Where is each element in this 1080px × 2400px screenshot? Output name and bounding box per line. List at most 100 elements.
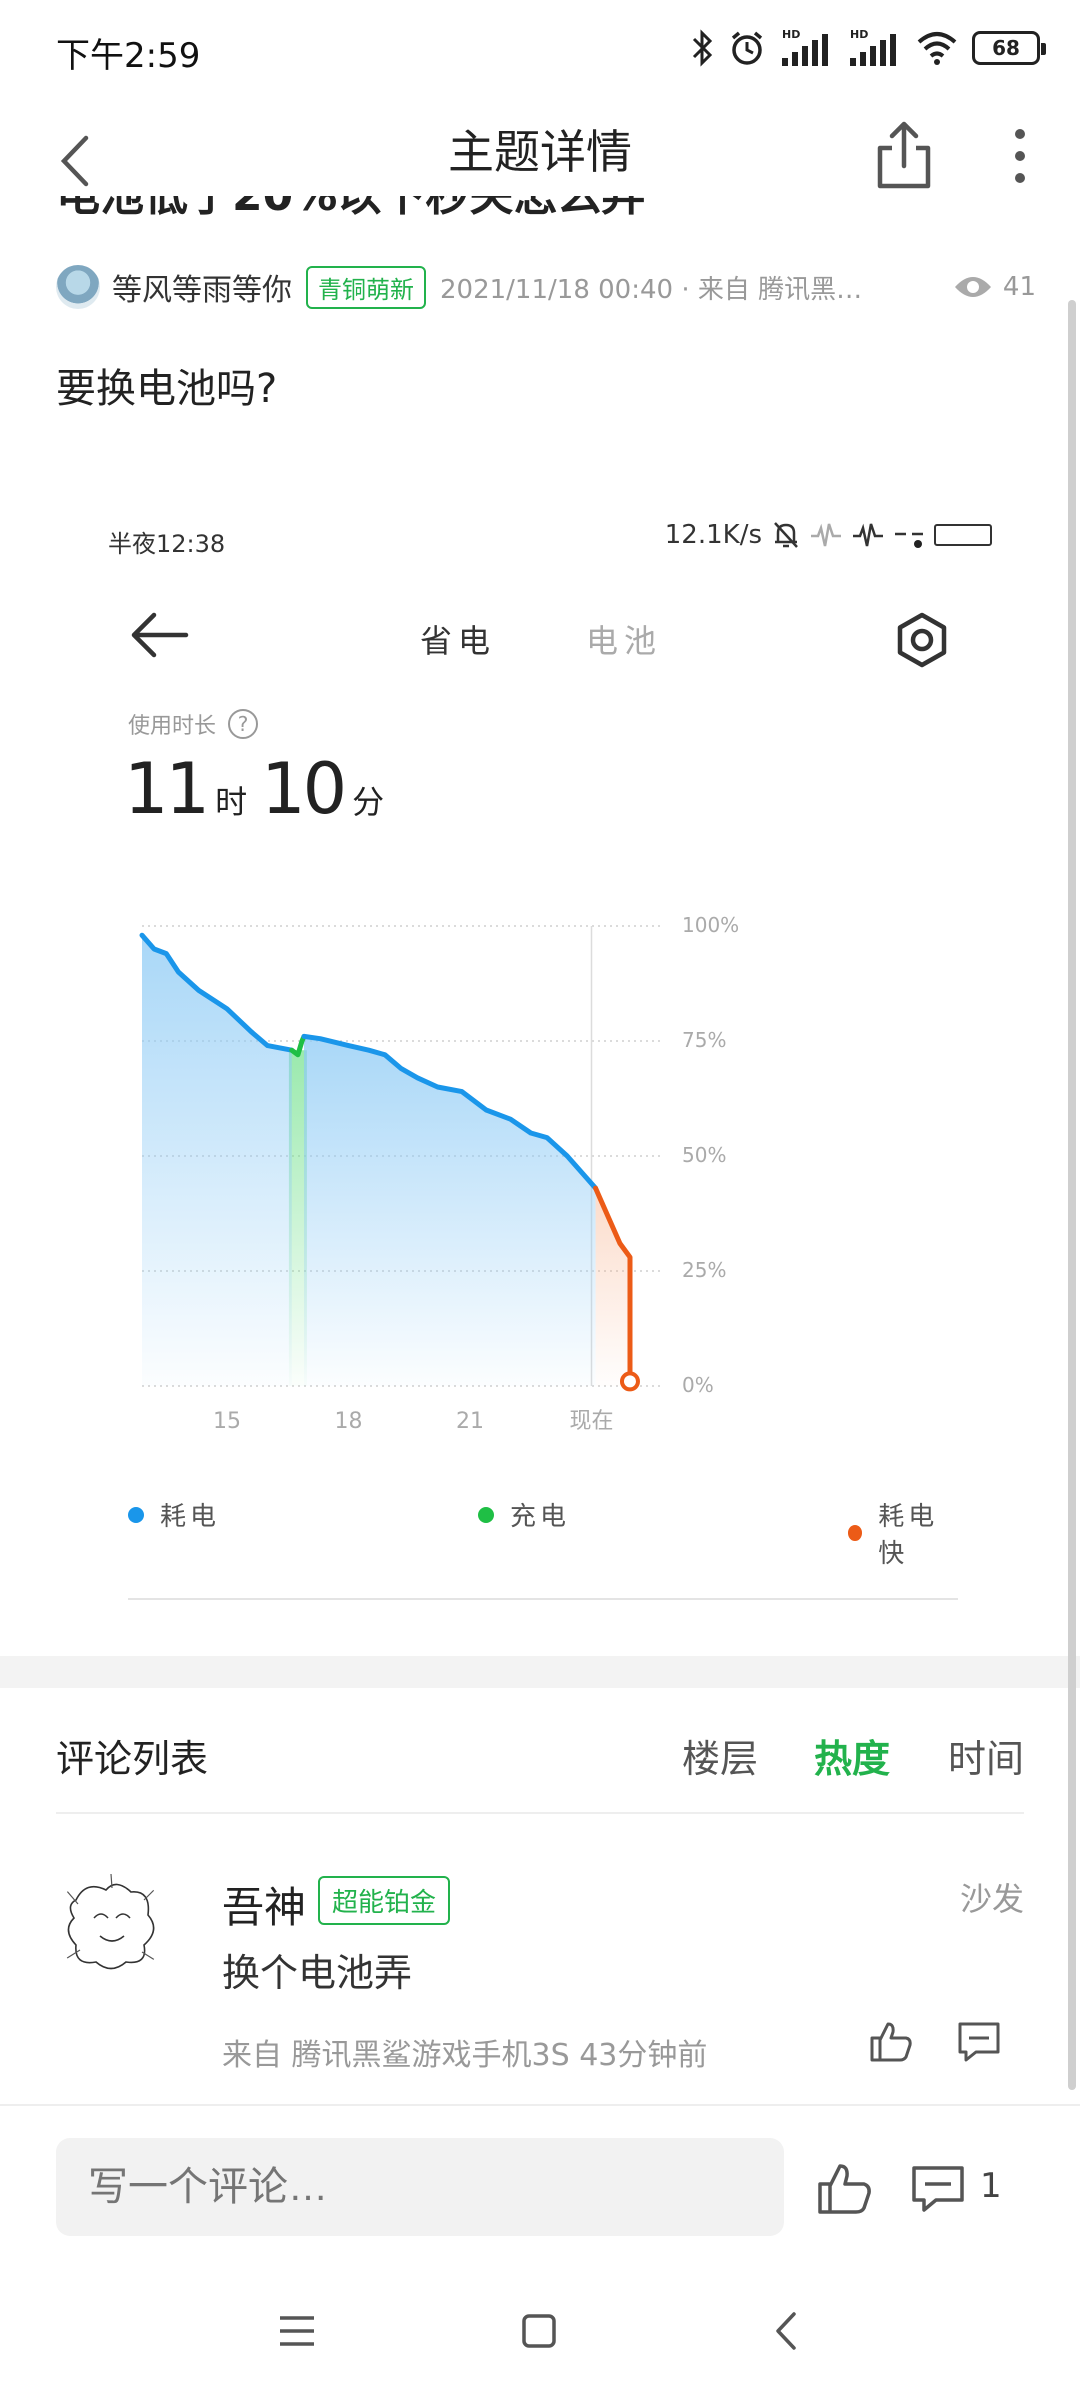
sort-tab-hot[interactable]: 热度 bbox=[814, 1737, 891, 1781]
author-name[interactable]: 等风等雨等你 bbox=[112, 273, 292, 308]
scrollbar[interactable] bbox=[1068, 300, 1076, 2090]
legend-dot-drain bbox=[128, 1506, 144, 1523]
comments-divider bbox=[56, 1812, 1024, 1814]
comments-header: 评论列表 楼层 热度 时间 bbox=[56, 1720, 1024, 1790]
post-body: 要换电池吗? bbox=[56, 366, 278, 412]
section-separator bbox=[0, 1656, 1080, 1688]
sort-tab-time[interactable]: 时间 bbox=[948, 1737, 1025, 1781]
page-title: 主题详情 bbox=[448, 125, 632, 179]
shot-tab-power-saving: 省电 bbox=[420, 622, 497, 660]
back-arrow-icon[interactable] bbox=[50, 118, 110, 194]
usage-label-text: 使用时长 bbox=[128, 714, 217, 739]
charge-band bbox=[288, 1050, 307, 1386]
status-icons: HD HD 68 bbox=[690, 26, 1046, 70]
comment-floor: 沙发 bbox=[959, 1880, 1024, 1918]
status-bar: 下午2:59 HD HD 68 bbox=[0, 0, 1080, 96]
legend-label-fast-drain: 耗电快 bbox=[878, 1502, 939, 1569]
battery-level: 68 bbox=[992, 36, 1020, 60]
usage-minutes-unit: 分 bbox=[352, 783, 385, 821]
comment-item: 吾神 超能铂金 沙发 换个电池弄 来自 腾讯黑鲨游戏手机3S 43分钟前 bbox=[56, 1860, 1024, 2100]
author-avatar[interactable] bbox=[56, 265, 100, 309]
y-tick-label: 75% bbox=[682, 1028, 726, 1052]
series-line bbox=[593, 1185, 633, 1384]
y-tick-label: 0% bbox=[682, 1373, 714, 1397]
post-title: 电池低于20%以下秒关怎么弄 bbox=[56, 196, 645, 240]
author-badge: 青铜萌新 bbox=[306, 265, 426, 309]
legend-item-charge: 充电 bbox=[478, 1496, 570, 1533]
thumbs-up-icon[interactable] bbox=[868, 2018, 914, 2064]
legend-dot-fast-drain bbox=[848, 1525, 863, 1541]
series-line bbox=[139, 932, 295, 1053]
current-level-marker bbox=[619, 1371, 640, 1392]
y-tick-label: 25% bbox=[682, 1258, 726, 1282]
x-tick-label: 15 bbox=[213, 1409, 241, 1434]
wifi-icon bbox=[917, 32, 957, 65]
comments-title: 评论列表 bbox=[56, 1737, 209, 1781]
commenter-name[interactable]: 吾神 bbox=[222, 1883, 307, 1932]
post-meta: 2021/11/18 00:40 · 来自 腾讯黑… bbox=[440, 274, 863, 305]
post-image[interactable]: 半夜12:38 12.1K/s 省电 电池 使用时长 ? 11 时 10 分 bbox=[72, 480, 1012, 1620]
usage-value: 11 时 10 分 bbox=[124, 748, 398, 830]
series-line bbox=[301, 1033, 599, 1191]
legend-item-fast-drain: 耗电快 bbox=[848, 1496, 958, 1570]
legend-label-drain: 耗电 bbox=[160, 1502, 221, 1532]
more-vertical-icon[interactable] bbox=[1000, 120, 1040, 190]
y-tick-label: 100% bbox=[682, 913, 739, 937]
comment-icon[interactable] bbox=[910, 2164, 966, 2214]
mute-bell-icon bbox=[774, 522, 798, 548]
legend-dot-charge bbox=[478, 1506, 494, 1523]
bluetooth-icon bbox=[692, 29, 713, 67]
eye-icon bbox=[954, 277, 991, 297]
shot-status-time: 半夜12:38 bbox=[108, 530, 226, 558]
back-icon[interactable] bbox=[762, 2306, 812, 2356]
battery-icon: 68 bbox=[972, 31, 1046, 65]
alarm-icon bbox=[731, 31, 763, 65]
status-time: 下午2:59 bbox=[56, 36, 201, 76]
pulse-icon-2 bbox=[853, 523, 883, 547]
battery-chart-svg: 100% 75% 50% 25% 0% 15 18 21 现在 bbox=[139, 913, 739, 1434]
home-icon[interactable] bbox=[514, 2306, 564, 2356]
author-row: 等风等雨等你 青铜萌新 2021/11/18 00:40 · 来自 腾讯黑… 4… bbox=[56, 262, 1036, 312]
view-count: 41 bbox=[953, 272, 1036, 302]
data-icon bbox=[895, 532, 923, 548]
settings-hexagon-icon bbox=[897, 612, 947, 668]
series-area bbox=[304, 1036, 596, 1386]
shot-divider bbox=[128, 1598, 958, 1600]
commenter-badge: 超能铂金 bbox=[318, 1876, 451, 1925]
series-area bbox=[142, 935, 292, 1386]
battery-chart: 100% 75% 50% 25% 0% 15 18 21 现在 bbox=[72, 900, 1012, 1460]
signal-icon-2: HD bbox=[850, 28, 896, 66]
chart-legend: 耗电 充电 耗电快 bbox=[128, 1496, 958, 1569]
usage-minutes: 10 bbox=[261, 748, 347, 830]
shot-battery-icon bbox=[934, 524, 992, 546]
view-count-value: 41 bbox=[1002, 272, 1036, 302]
legend-label-charge: 充电 bbox=[510, 1502, 571, 1532]
usage-hours-unit: 时 bbox=[215, 783, 248, 821]
shot-tab-battery: 电池 bbox=[586, 622, 663, 660]
menu-icon[interactable] bbox=[272, 2306, 322, 2356]
back-arrow-icon bbox=[131, 612, 189, 658]
input-bar-divider bbox=[0, 2104, 1080, 2106]
usage-hours: 11 bbox=[124, 748, 210, 830]
share-icon[interactable] bbox=[872, 114, 936, 194]
svg-text:HD: HD bbox=[850, 28, 868, 41]
commenter-avatar[interactable] bbox=[56, 1870, 166, 1980]
sort-tab-floor[interactable]: 楼层 bbox=[682, 1737, 759, 1781]
pulse-icon bbox=[811, 523, 841, 547]
x-tick-label: 18 bbox=[335, 1409, 363, 1434]
comment-input[interactable] bbox=[56, 2138, 784, 2236]
help-icon: ? bbox=[228, 709, 259, 739]
series-line bbox=[289, 1033, 307, 1058]
svg-text:HD: HD bbox=[782, 28, 800, 41]
reply-icon[interactable] bbox=[956, 2020, 1002, 2062]
y-tick-label: 50% bbox=[682, 1143, 726, 1167]
x-tick-label: 现在 bbox=[569, 1409, 613, 1434]
x-tick-label: 21 bbox=[456, 1409, 484, 1434]
signal-icon: HD bbox=[782, 28, 828, 66]
top-nav: 主题详情 bbox=[0, 96, 1080, 216]
thumbs-up-icon[interactable] bbox=[816, 2160, 874, 2216]
usage-label: 使用时长 ? bbox=[128, 708, 259, 740]
shot-status-icons: 12.1K/s bbox=[665, 520, 992, 550]
shot-net-speed: 12.1K/s bbox=[664, 520, 762, 550]
legend-item-drain: 耗电 bbox=[128, 1496, 220, 1533]
